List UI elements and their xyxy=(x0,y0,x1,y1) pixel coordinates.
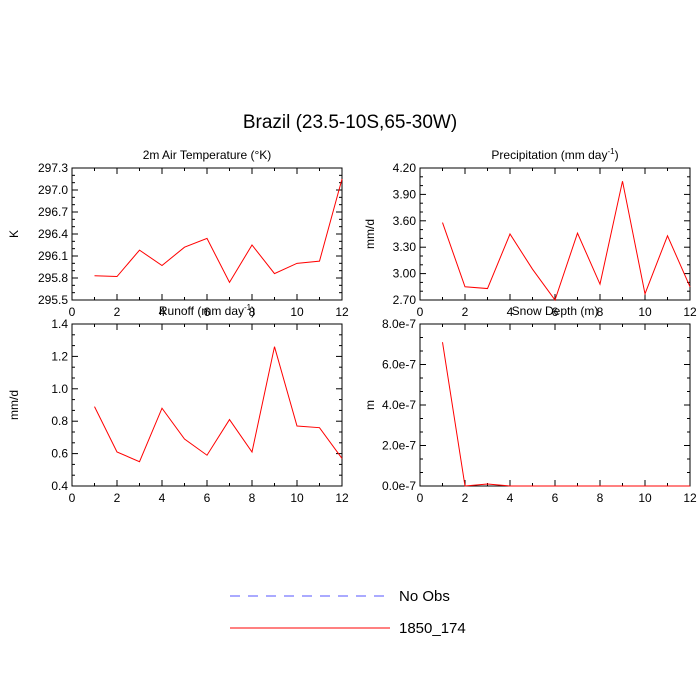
y-tick-label: 0.4 xyxy=(51,479,68,493)
x-tick-label: 0 xyxy=(417,305,424,319)
x-tick-label: 2 xyxy=(114,491,121,505)
y-tick-label: 296.4 xyxy=(38,227,68,241)
x-tick-label: 6 xyxy=(552,305,559,319)
y-axis-label: mm/d xyxy=(363,219,377,249)
series-line-1850-174 xyxy=(442,181,691,302)
x-tick-label: 4 xyxy=(159,305,166,319)
legend-label-1850-174: 1850_174 xyxy=(399,620,466,637)
x-tick-label: 12 xyxy=(683,491,697,505)
y-tick-label: 3.30 xyxy=(393,240,417,254)
x-tick-label: 6 xyxy=(204,491,211,505)
panel-title: Runoff (mm day-1) xyxy=(159,303,255,318)
y-tick-label: 4.20 xyxy=(393,161,417,175)
y-tick-label: 6.0e-7 xyxy=(382,358,416,372)
panel-title: Precipitation (mm day-1) xyxy=(491,147,618,162)
x-tick-label: 2 xyxy=(114,305,121,319)
x-tick-label: 12 xyxy=(335,305,349,319)
y-tick-label: 295.8 xyxy=(38,271,68,285)
y-tick-label: 297.0 xyxy=(38,183,68,197)
series-line-1850-174 xyxy=(94,346,343,463)
x-tick-label: 8 xyxy=(249,491,256,505)
y-axis-label: K xyxy=(7,230,21,238)
x-tick-label: 10 xyxy=(290,305,304,319)
x-tick-label: 0 xyxy=(417,491,424,505)
y-tick-label: 8.0e-7 xyxy=(382,317,416,331)
y-tick-label: 2.70 xyxy=(393,293,417,307)
y-tick-label: 3.90 xyxy=(393,187,417,201)
x-tick-label: 8 xyxy=(597,491,604,505)
y-tick-label: 2.0e-7 xyxy=(382,439,416,453)
x-tick-label: 2 xyxy=(462,305,469,319)
x-tick-label: 0 xyxy=(69,491,76,505)
x-tick-label: 8 xyxy=(597,305,604,319)
x-tick-label: 4 xyxy=(159,491,166,505)
x-tick-label: 4 xyxy=(507,305,514,319)
panel-title: 2m Air Temperature (°K) xyxy=(143,148,272,162)
y-tick-label: 297.3 xyxy=(38,161,68,175)
x-tick-label: 10 xyxy=(638,491,652,505)
y-tick-label: 0.6 xyxy=(51,447,68,461)
y-tick-label: 0.8 xyxy=(51,414,68,428)
y-tick-label: 3.60 xyxy=(393,214,417,228)
y-tick-label: 296.7 xyxy=(38,205,68,219)
y-axis-label: m xyxy=(363,400,377,410)
y-tick-label: 296.1 xyxy=(38,249,68,263)
y-tick-label: 295.5 xyxy=(38,293,68,307)
x-tick-label: 8 xyxy=(249,305,256,319)
x-tick-label: 10 xyxy=(290,491,304,505)
x-tick-label: 12 xyxy=(335,491,349,505)
x-tick-label: 2 xyxy=(462,491,469,505)
x-tick-label: 0 xyxy=(69,305,76,319)
y-tick-label: 1.0 xyxy=(51,382,68,396)
y-tick-label: 1.2 xyxy=(51,349,68,363)
y-axis-label: mm/d xyxy=(7,390,21,420)
y-tick-label: 0.0e-7 xyxy=(382,479,416,493)
series-line-1850-174 xyxy=(442,342,690,487)
y-tick-label: 3.00 xyxy=(393,267,417,281)
x-tick-label: 4 xyxy=(507,491,514,505)
series-line-1850-174 xyxy=(94,178,343,284)
x-tick-label: 6 xyxy=(552,491,559,505)
x-tick-label: 12 xyxy=(683,305,697,319)
x-tick-label: 6 xyxy=(204,305,211,319)
y-tick-label: 1.4 xyxy=(51,317,68,331)
page-title: Brazil (23.5-10S,65-30W) xyxy=(242,112,458,133)
y-tick-label: 4.0e-7 xyxy=(382,398,416,412)
panel-title: Snow Depth (m) xyxy=(512,304,599,318)
legend-label-no-obs: No Obs xyxy=(399,588,450,605)
x-tick-label: 10 xyxy=(638,305,652,319)
